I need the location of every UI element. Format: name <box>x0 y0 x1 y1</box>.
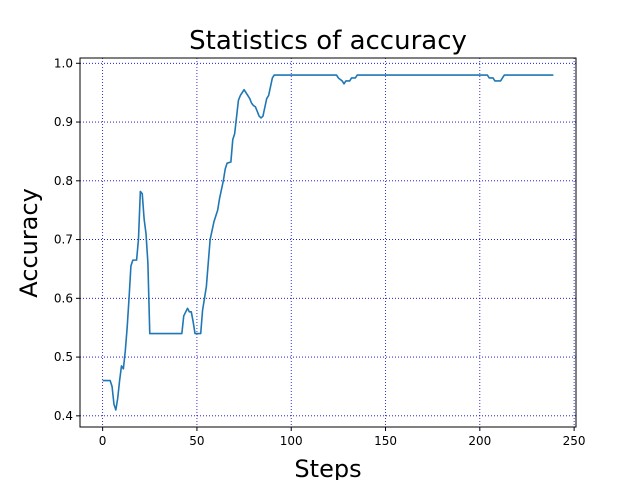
x-tick-label: 200 <box>468 434 491 448</box>
x-tick-label: 100 <box>280 434 303 448</box>
y-tick-label: 1.0 <box>54 56 73 70</box>
y-tick-label: 0.9 <box>54 115 73 129</box>
y-tick-label: 0.4 <box>54 409 73 423</box>
y-tick-label: 0.5 <box>54 350 73 364</box>
y-axis-title: Accuracy <box>15 188 43 298</box>
x-tick-label: 150 <box>374 434 397 448</box>
y-tick-label: 0.7 <box>54 233 73 247</box>
chart-title: Statistics of accuracy <box>189 26 467 56</box>
x-axis-title: Steps <box>294 455 361 480</box>
line-layer <box>102 74 554 411</box>
y-tick-label: 0.6 <box>54 291 73 305</box>
accuracy-series-line <box>102 74 554 411</box>
tick-layer: 0 50 100 150 200 250 0.4 0.5 0.6 0.7 0.8 0.9 1.0 <box>54 56 586 448</box>
grid-layer <box>80 58 576 427</box>
x-tick-label: 50 <box>189 434 204 448</box>
plot-frame <box>79 57 577 428</box>
x-tick-label: 250 <box>563 434 586 448</box>
x-tick-label: 0 <box>99 434 107 448</box>
y-tick-label: 0.8 <box>54 174 73 188</box>
